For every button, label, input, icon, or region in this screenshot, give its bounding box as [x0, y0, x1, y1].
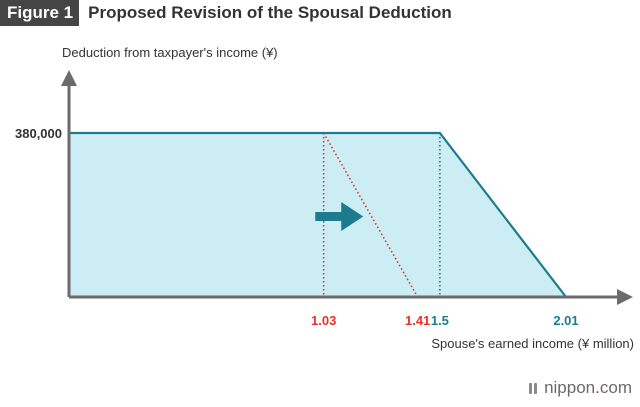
x-tick-label: 1.41 — [405, 313, 430, 328]
shift-arrow-icon — [341, 202, 364, 231]
figure-title: Proposed Revision of the Spousal Deducti… — [88, 3, 452, 22]
x-tick-label: 1.03 — [311, 313, 336, 328]
y-tick-label: 380,000 — [15, 126, 62, 141]
y-axis-label: Deduction from taxpayer's income (¥) — [62, 45, 278, 60]
x-axis-arrow-icon — [617, 289, 633, 305]
brand-name: nippon — [544, 378, 596, 397]
brand-dot: . — [595, 378, 600, 397]
nippon-brand: nippon. com — [528, 378, 632, 398]
x-axis-label: Spouse's earned income (¥ million) — [431, 336, 634, 351]
figure-header: Figure 1 Proposed Revision of the Spousa… — [0, 0, 452, 26]
figure-badge: Figure 1 — [0, 0, 80, 26]
brand-suffix: com — [599, 378, 632, 397]
x-tick-label: 2.01 — [553, 313, 578, 328]
shift-arrow-shaft — [315, 212, 343, 221]
nippon-logo-icon — [528, 381, 540, 395]
x-tick-label: 1.5 — [431, 313, 449, 328]
y-axis-arrow-icon — [61, 70, 77, 86]
